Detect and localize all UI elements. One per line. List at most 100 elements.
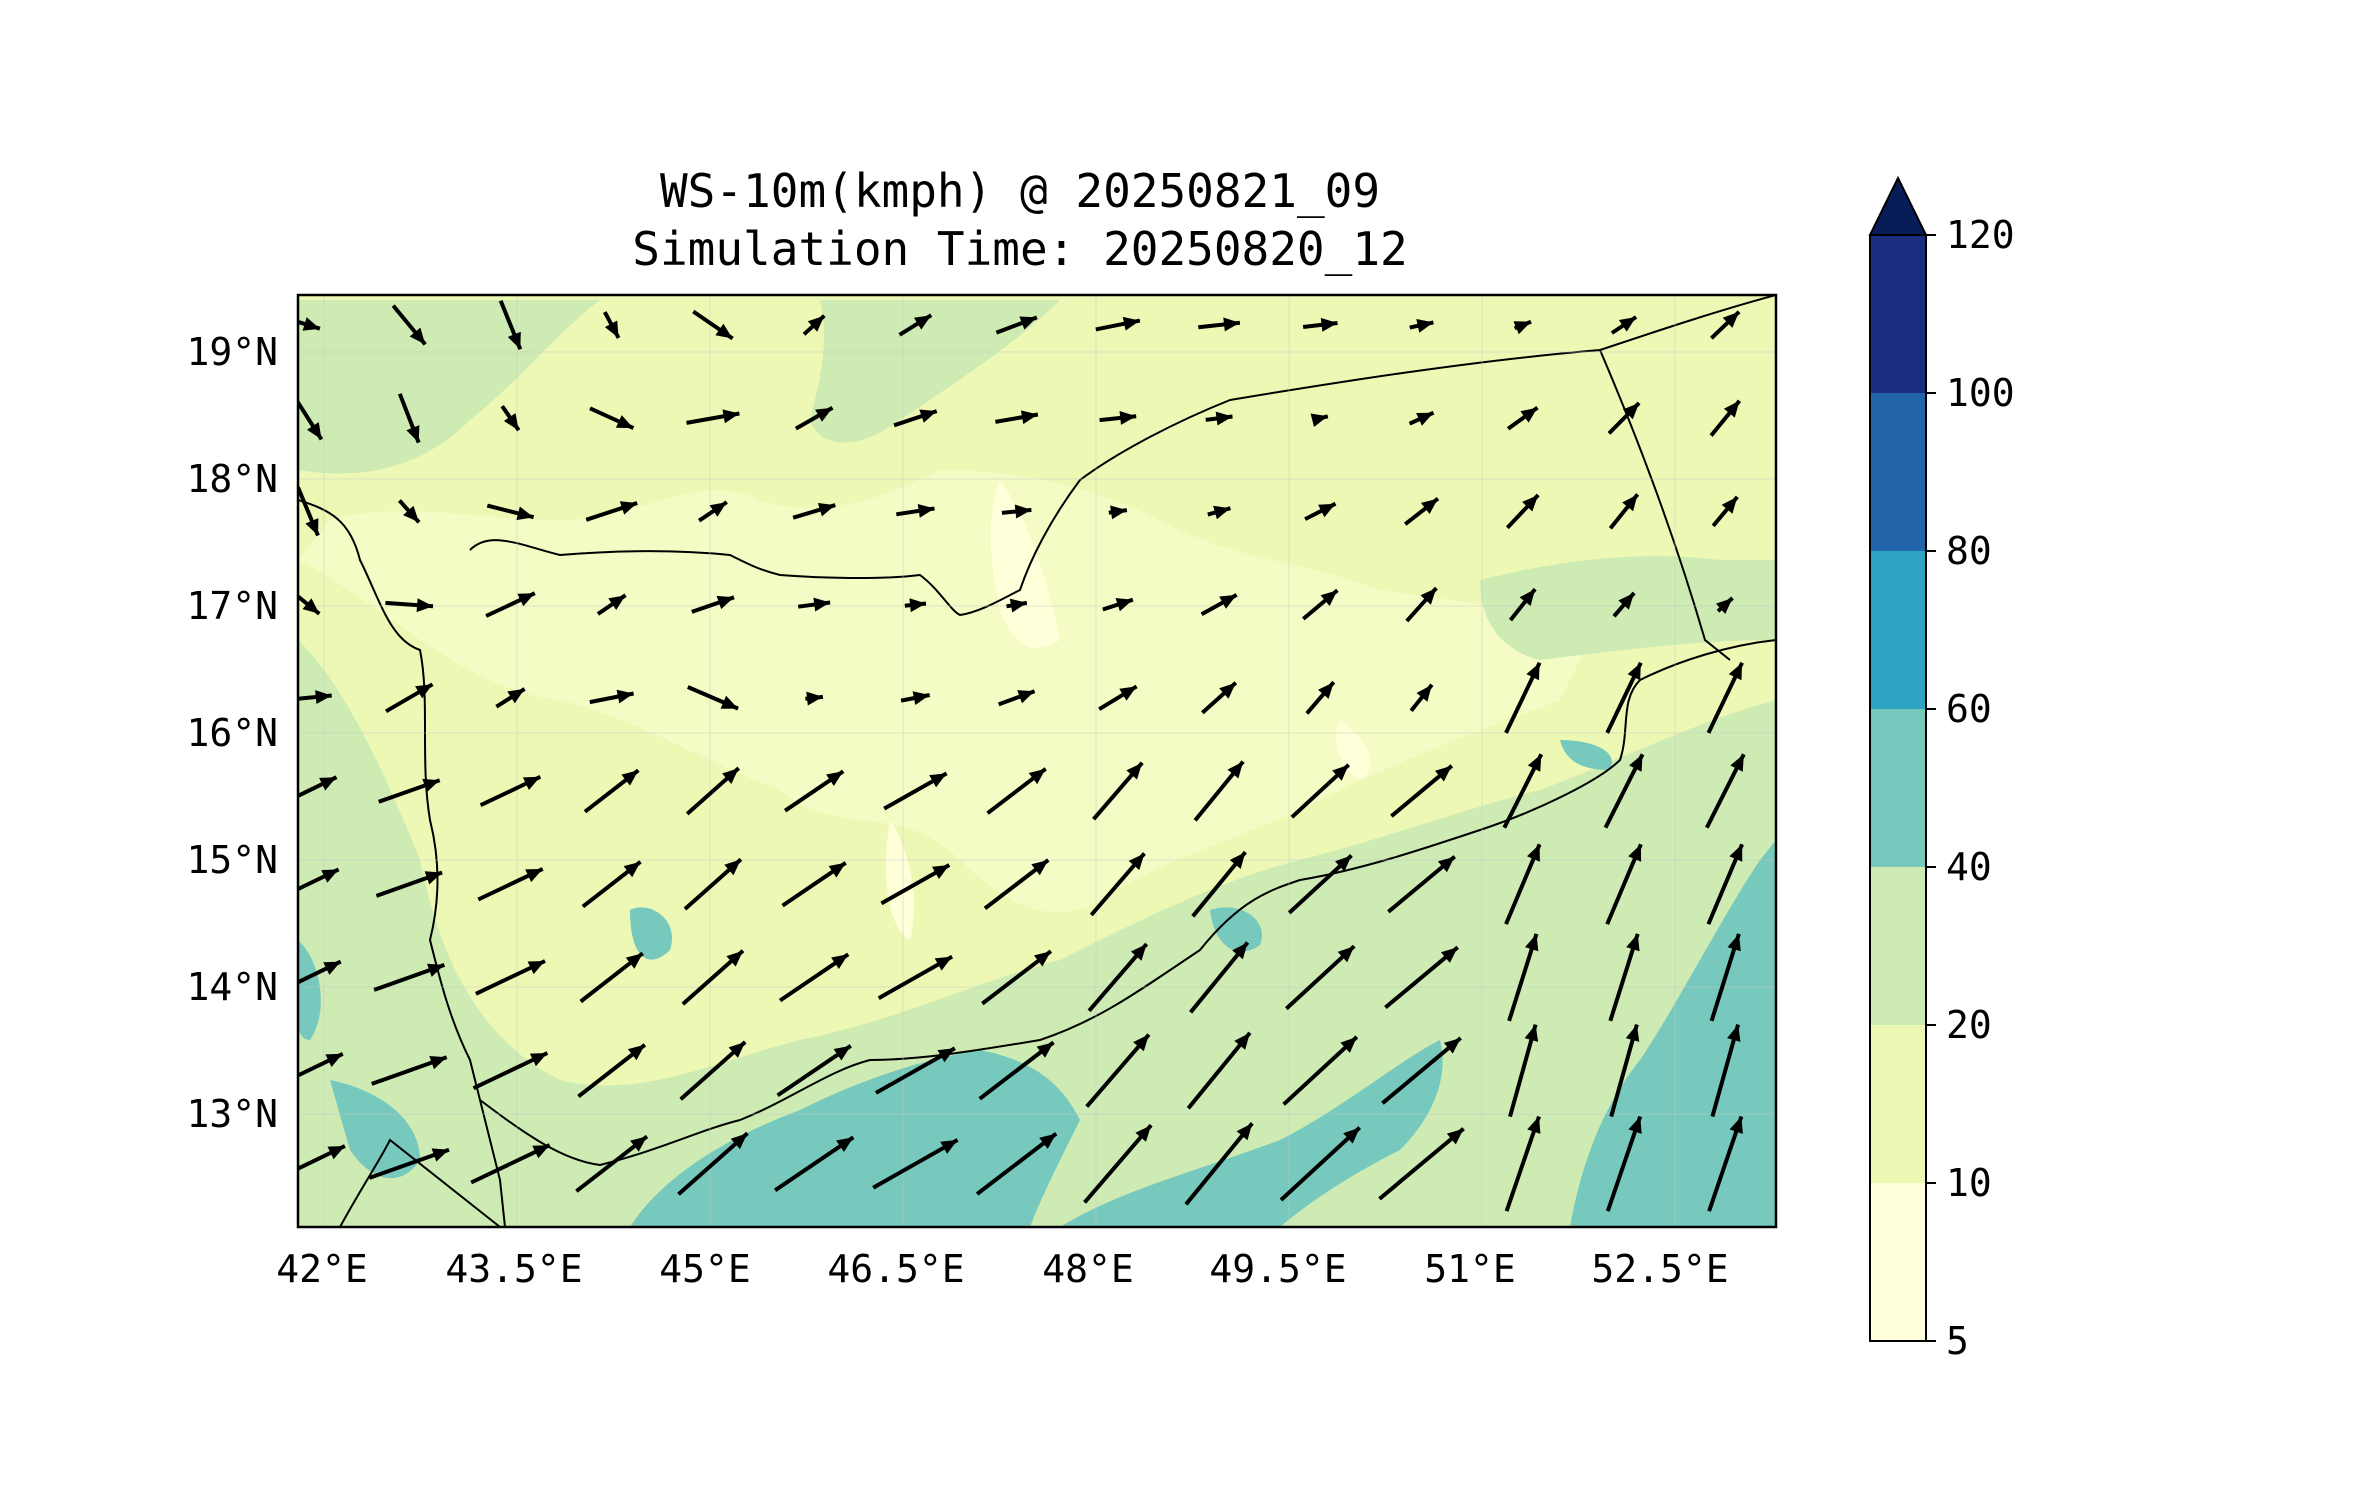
wind-arrow-head xyxy=(1119,411,1137,425)
wind-arrow-head xyxy=(1133,1034,1149,1052)
wind-arrow-head xyxy=(1527,844,1540,862)
wind-arrow-head xyxy=(1522,495,1539,512)
colorbar-band-40-60 xyxy=(1870,709,1926,867)
lat-tick-label: 17°N xyxy=(186,584,278,628)
border-yemen-oman xyxy=(1599,349,1731,661)
wind-arrow-head xyxy=(516,506,534,521)
wind-arrow-head xyxy=(1017,690,1035,704)
wind-arrow-head xyxy=(422,778,440,793)
wind-arrow-head xyxy=(532,1145,550,1159)
lon-tick-label: 52.5°E xyxy=(1591,1247,1728,1291)
wind-arrow-head xyxy=(1625,1024,1640,1042)
colorbar-tick-label: 40 xyxy=(1946,845,1992,889)
wind-arrow-head xyxy=(1629,754,1643,772)
wind-arrow-head xyxy=(1421,498,1438,514)
coastline-red-sea xyxy=(298,499,506,1227)
lon-tick-label: 45°E xyxy=(659,1247,751,1291)
wind-arrow-head xyxy=(1340,1036,1357,1053)
wind-arrow-shaft xyxy=(1186,1031,1252,1110)
wind-arrow-head xyxy=(1729,1116,1743,1134)
wind-arrow-head xyxy=(1115,598,1133,612)
wind-arrow-shaft xyxy=(1184,1122,1254,1206)
wind-arrow-head xyxy=(724,859,741,876)
colorbar-tick-label: 60 xyxy=(1946,687,1992,731)
wind-arrow-head xyxy=(1122,316,1140,331)
wind-arrow-head xyxy=(1730,754,1744,772)
lat-tick-label: 16°N xyxy=(186,711,278,755)
wind-arrow-head xyxy=(1229,852,1246,869)
wind-arrow-head xyxy=(817,503,836,517)
wind-arrow-head xyxy=(1525,933,1539,952)
wind-arrow-head xyxy=(909,598,926,613)
border-ethiopia-eritrea xyxy=(339,1138,501,1227)
wind-arrow-head xyxy=(929,773,947,788)
wind-arrow-head xyxy=(616,689,634,704)
lon-tick-label: 51°E xyxy=(1424,1247,1516,1291)
wind-arrow-head xyxy=(529,1053,548,1067)
colorbar-ticks xyxy=(1926,234,1936,1342)
wind-arrow-head xyxy=(1337,946,1355,963)
colorbar-band-10-20 xyxy=(1870,1025,1926,1183)
wind-arrow-shaft xyxy=(1282,1035,1359,1106)
wind-arrow-head xyxy=(431,1148,449,1162)
wind-arrow-head xyxy=(1031,860,1049,876)
strong-zone-southwest xyxy=(330,1080,420,1179)
wind-arrow-head xyxy=(403,505,419,523)
wind-arrow-head xyxy=(1318,503,1336,518)
wind-arrow-head xyxy=(826,771,844,786)
longitude-tick-labels: 42°E 43.5°E 45°E 46.5°E 48°E 49.5°E 51°E… xyxy=(276,1247,1728,1291)
wind-arrow-head xyxy=(424,871,443,885)
wind-arrow-head xyxy=(833,1045,851,1061)
wind-arrow-head xyxy=(1416,319,1434,333)
wind-arrow-head xyxy=(1343,1127,1360,1144)
wind-arrow-head xyxy=(1335,855,1352,872)
wind-arrow-head xyxy=(1721,496,1738,514)
wind-arrow-head xyxy=(1227,761,1244,779)
map-frame xyxy=(296,293,1778,1229)
lat-tick-label: 19°N xyxy=(186,330,278,374)
strong-zone-northeast xyxy=(1560,740,1612,770)
wind-arrow-head xyxy=(1527,1116,1541,1134)
wind-arrow-head xyxy=(1628,844,1642,862)
map-title-line-2: Simulation Time: 20250820_12 xyxy=(632,222,1408,276)
wind-arrow-head xyxy=(815,407,833,422)
wind-arrow-shaft xyxy=(1279,1126,1362,1202)
wind-arrow-head xyxy=(302,317,320,331)
colorbar-extend-arrow xyxy=(1868,175,1928,236)
wind-arrow-head xyxy=(1034,951,1051,967)
wind-arrow-head xyxy=(1039,1133,1057,1149)
wind-arrow-shaft xyxy=(1083,1123,1153,1204)
border-saudi-yemen xyxy=(469,295,1776,617)
wind-arrow-head xyxy=(1420,588,1437,605)
lon-tick-label: 48°E xyxy=(1042,1247,1134,1291)
strong-zone-inland xyxy=(630,907,672,960)
calm-zone-center xyxy=(886,820,914,940)
wind-arrow-head xyxy=(1618,592,1635,610)
wind-arrow-head xyxy=(937,1048,955,1063)
wind-arrow-head xyxy=(1014,504,1032,519)
wind-arrow-head xyxy=(1416,684,1432,702)
wind-arrow-head xyxy=(1310,413,1328,427)
wind-arrow-head xyxy=(709,502,727,517)
wind-arrow-head xyxy=(409,327,426,345)
colorbar-tick-label: 10 xyxy=(1946,1161,1992,1205)
wind-arrow-head xyxy=(1723,400,1740,418)
wind-arrow-shaft xyxy=(1707,1115,1744,1212)
colorbar-band-20-40 xyxy=(1870,867,1926,1025)
wind-arrow-head xyxy=(305,518,319,536)
colorbar-tick-label: 120 xyxy=(1946,213,2015,257)
colorbar-tick-label: 20 xyxy=(1946,1003,1992,1047)
wind-arrow-head xyxy=(627,1044,645,1061)
wind-arrow-head xyxy=(321,869,339,883)
wind-arrow-head xyxy=(1520,407,1538,423)
wind-arrow-head xyxy=(323,961,341,975)
wind-arrow-head xyxy=(327,1146,345,1160)
strong-zone-gulf-west xyxy=(630,1050,1080,1227)
wind-arrow-head xyxy=(919,409,937,423)
colorbar-tick-label: 5 xyxy=(1946,1319,1969,1363)
wind-arrow-head xyxy=(726,950,743,967)
wind-arrow-head xyxy=(621,770,639,786)
wind-arrow-head xyxy=(1219,594,1237,609)
wind-arrow-head xyxy=(716,595,734,610)
wind-arrow-head xyxy=(522,776,541,790)
